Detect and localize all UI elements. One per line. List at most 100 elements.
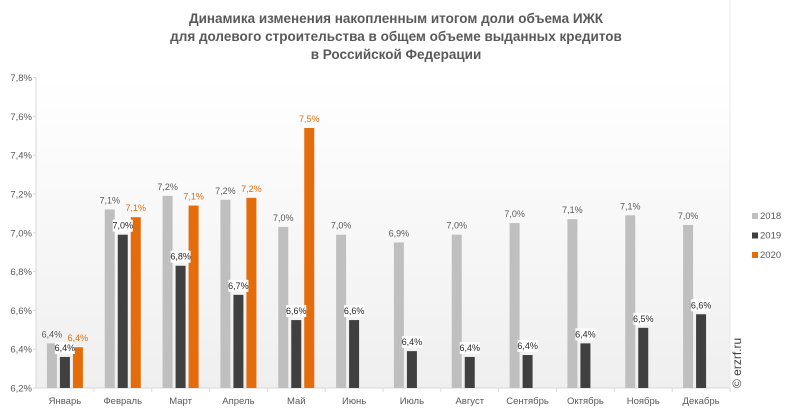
bar-2019	[580, 343, 591, 388]
bar-2018	[220, 199, 231, 388]
data-label-2018: 7,0%	[331, 221, 352, 231]
data-label-2020: 7,1%	[125, 203, 146, 213]
legend-label-2020: 2020	[760, 250, 781, 261]
x-tick-label: Февраль	[103, 396, 142, 407]
x-tick-label: Март	[169, 396, 192, 407]
bar-2019	[175, 265, 186, 388]
bar-2019	[233, 294, 244, 388]
bar-2018	[683, 224, 694, 388]
data-label-2018: 7,1%	[562, 205, 583, 215]
data-label-2020: 6,4%	[68, 333, 89, 343]
bar-2019	[349, 320, 360, 388]
bar-2019	[464, 356, 475, 388]
data-label-2019: 6,8%	[170, 252, 191, 262]
data-label-background	[517, 340, 538, 353]
data-label-background	[633, 312, 654, 325]
data-label-background	[691, 299, 712, 312]
data-label-background	[401, 336, 422, 349]
plot-area	[36, 77, 730, 388]
data-label-2018: 6,4%	[42, 329, 63, 339]
bar-2020	[72, 347, 83, 388]
bar-2018	[451, 234, 462, 388]
x-tick-label: Июнь	[342, 396, 366, 407]
x-tick-label: Август	[455, 396, 484, 407]
y-tick-label: 6,4%	[10, 345, 32, 356]
bar-2019	[59, 356, 70, 388]
data-label-2019: 6,6%	[286, 306, 307, 316]
bar-2019	[638, 327, 649, 388]
data-label-2018: 7,0%	[678, 211, 699, 221]
bar-2020	[188, 205, 199, 388]
watermark: © erzrf.ru	[730, 338, 744, 388]
x-tick-label: Июль	[400, 396, 424, 407]
legend-label-2018: 2018	[760, 211, 781, 222]
data-label-2020: 7,1%	[183, 192, 204, 202]
data-label-2019: 6,4%	[402, 337, 423, 347]
legend-swatch-2018	[752, 213, 758, 219]
bar-2018	[46, 343, 57, 388]
x-tick-label: Апрель	[222, 396, 254, 407]
data-label-2019: 7,0%	[112, 221, 133, 231]
data-label-background	[112, 219, 133, 232]
legend-label-2019: 2019	[760, 231, 781, 242]
data-label-background	[575, 328, 596, 341]
data-label-2019: 6,4%	[459, 343, 480, 353]
chart-title-line-3: в Российской Федерации	[311, 47, 482, 62]
bar-2020	[130, 217, 141, 388]
data-label-background	[344, 305, 365, 318]
data-label-background	[54, 341, 75, 354]
data-label-2018: 7,0%	[446, 221, 467, 231]
bar-2020	[304, 127, 315, 389]
bar-2018	[509, 223, 520, 388]
legend-swatch-2020	[752, 252, 758, 258]
data-label-2019: 6,7%	[228, 281, 249, 291]
data-label-2018: 7,0%	[273, 213, 294, 223]
data-label-2019: 6,6%	[691, 300, 712, 310]
data-label-2018: 7,2%	[215, 186, 236, 196]
x-tick-label: Январь	[49, 396, 82, 407]
y-tick-label: 7,0%	[10, 228, 32, 239]
data-label-2020: 7,2%	[241, 184, 262, 194]
x-tick-label: Декабрь	[683, 396, 720, 407]
bar-2019	[522, 355, 533, 388]
data-label-2018: 6,9%	[389, 228, 410, 238]
x-tick-label: Ноябрь	[627, 396, 660, 407]
y-tick-label: 7,4%	[10, 151, 32, 162]
x-tick-label: Октябрь	[567, 396, 604, 407]
bar-2018	[162, 195, 173, 388]
bar-2019	[696, 314, 707, 388]
y-tick-label: 6,2%	[10, 384, 32, 395]
data-label-2019: 6,4%	[517, 341, 538, 351]
data-label-2019: 6,5%	[633, 314, 654, 324]
data-label-background	[286, 305, 307, 318]
data-label-2019: 6,4%	[575, 329, 596, 339]
data-label-2018: 7,1%	[99, 195, 120, 205]
y-tick-label: 7,8%	[10, 73, 32, 84]
data-label-2019: 6,6%	[344, 306, 365, 316]
data-label-background	[228, 279, 249, 292]
bar-2020	[246, 197, 257, 388]
data-label-2019: 6,4%	[55, 343, 76, 353]
chart-title-line-1: Динамика изменения накопленным итогом до…	[189, 11, 604, 26]
y-tick-label: 6,6%	[10, 306, 32, 317]
data-label-2018: 7,2%	[157, 182, 178, 192]
bar-2018	[625, 215, 636, 388]
bar-2018	[393, 242, 404, 388]
data-label-2018: 7,1%	[620, 201, 641, 211]
bar-2018	[104, 209, 115, 388]
legend-swatch-2019	[752, 232, 758, 239]
x-tick-label: Май	[287, 396, 306, 407]
y-tick-label: 7,6%	[10, 112, 32, 123]
bar-2019	[117, 234, 128, 388]
x-tick-label: Сентябрь	[506, 396, 549, 407]
y-tick-label: 6,8%	[10, 267, 32, 278]
data-label-2018: 7,0%	[504, 209, 525, 219]
data-label-background	[170, 250, 191, 263]
chart-title-line-2: для долевого строительства в общем объем…	[170, 29, 622, 44]
bar-2018	[278, 226, 289, 388]
bar-2018	[567, 219, 578, 388]
data-label-2020: 7,5%	[299, 114, 320, 124]
bar-2019	[406, 351, 417, 388]
data-label-background	[459, 341, 480, 354]
